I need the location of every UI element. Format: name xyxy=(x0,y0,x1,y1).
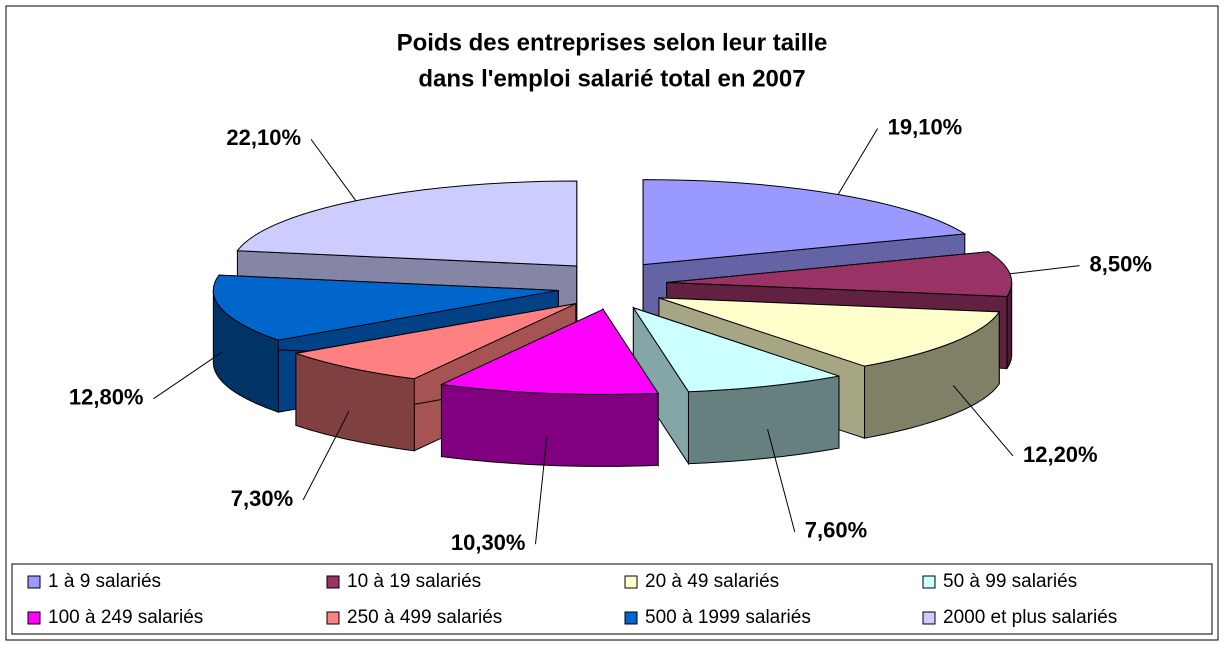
slice xyxy=(439,307,660,468)
legend-swatch xyxy=(326,575,340,589)
legend-label: 50 à 99 salariés xyxy=(943,571,1077,592)
leader-line xyxy=(837,128,879,195)
legend-label: 500 à 1999 salariés xyxy=(645,607,811,628)
legend-label: 1 à 9 salariés xyxy=(48,571,161,592)
legend-swatch xyxy=(922,611,936,625)
data-label: 7,30% xyxy=(231,486,293,511)
data-label: 19,10% xyxy=(888,114,963,139)
legend-label: 250 à 499 salariés xyxy=(347,607,502,628)
data-label: 22,10% xyxy=(226,125,301,150)
leader-line xyxy=(1009,265,1080,275)
legend-label: 2000 et plus salariés xyxy=(943,607,1117,628)
data-label: 12,20% xyxy=(1023,442,1098,467)
chart-title: dans l'emploi salarié total en 2007 xyxy=(418,65,805,92)
legend-swatch xyxy=(27,611,41,625)
slice-top xyxy=(632,306,840,393)
legend-label: 100 à 249 salariés xyxy=(48,607,203,628)
leader-line xyxy=(302,410,350,501)
leader-line xyxy=(153,351,223,400)
legend-label: 10 à 19 salariés xyxy=(347,571,481,592)
chart-title: Poids des entreprises selon leur taille xyxy=(397,29,828,56)
slice xyxy=(632,306,840,466)
leader-line xyxy=(534,436,548,545)
slice-top xyxy=(666,251,1013,297)
legend-swatch xyxy=(922,575,936,589)
legend-swatch xyxy=(27,575,41,589)
slice-top xyxy=(658,297,1001,367)
leader-line xyxy=(952,385,1014,457)
slice-top xyxy=(439,308,660,395)
legend-swatch xyxy=(624,575,638,589)
slice-top xyxy=(295,303,577,380)
data-label: 7,60% xyxy=(805,518,867,543)
data-label: 10,30% xyxy=(451,530,526,555)
leader-line xyxy=(767,429,796,532)
data-label: 12,80% xyxy=(69,385,144,410)
leader-line xyxy=(310,138,357,201)
legend-swatch xyxy=(326,611,340,625)
slice-wall xyxy=(440,383,659,467)
legend-swatch xyxy=(624,611,638,625)
legend-label: 20 à 49 salariés xyxy=(645,571,779,592)
data-label: 8,50% xyxy=(1090,251,1152,276)
legend-box xyxy=(11,563,1213,635)
slice-top xyxy=(212,274,559,341)
slice-top xyxy=(642,179,967,266)
slice-top xyxy=(236,180,578,267)
